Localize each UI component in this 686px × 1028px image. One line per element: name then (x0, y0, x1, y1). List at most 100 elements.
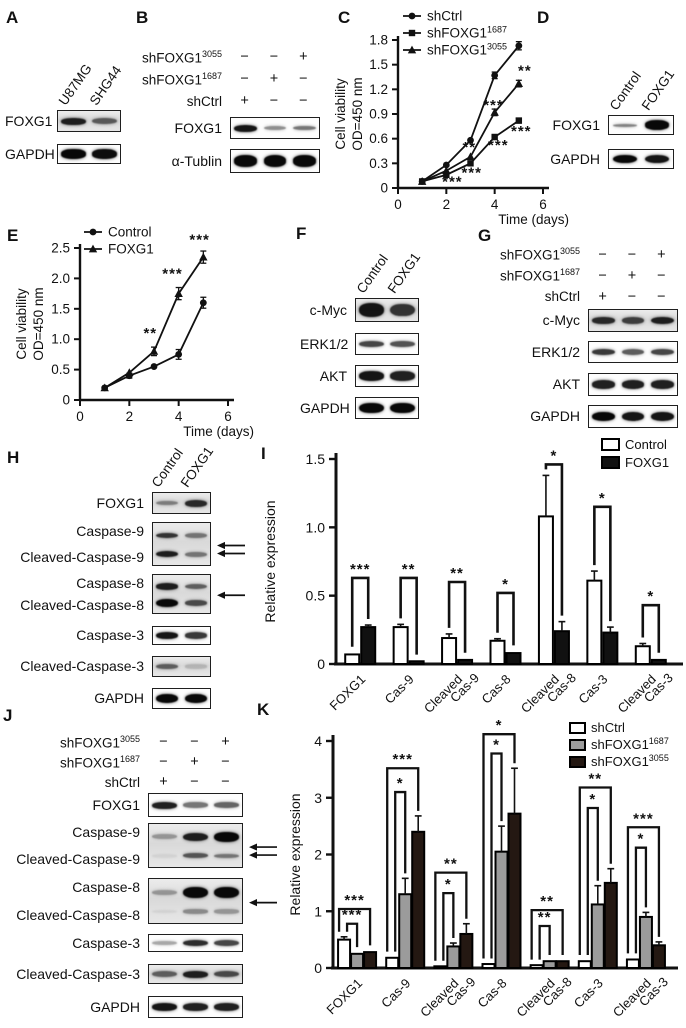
treatment-superscript: 1687 (559, 267, 580, 278)
treatment-superscript: 3055 (201, 48, 222, 59)
significance-bracket (496, 591, 515, 646)
significance-stars: * (638, 831, 645, 848)
blot-band (92, 117, 117, 125)
blot-box (148, 934, 243, 952)
blot-band (156, 664, 179, 669)
significance-bracket (386, 767, 420, 952)
marker-triangle-icon (442, 166, 451, 175)
treatment-table: shFOXG13055− − + shFOXG11687− + − shCtrl + − − (3, 732, 243, 792)
blot-band (621, 380, 645, 389)
blot-band (184, 664, 207, 669)
treatment-mark: − (657, 288, 666, 305)
marker-triangle-icon (199, 252, 208, 261)
bar (651, 944, 666, 970)
left-arrow-icon (249, 851, 257, 859)
bar (577, 960, 592, 970)
marker-square-icon (515, 117, 523, 124)
treatment-row: shFOXG11687 − + − (3, 752, 243, 772)
blot-row: Caspase-3 (7, 626, 211, 645)
blot-row: Caspase-8 Cleaved-Caspase-8 (7, 574, 245, 614)
blot-row: GAPDH (300, 397, 419, 419)
significance-stars: *** (344, 892, 365, 909)
significance-stars: *** (392, 751, 413, 768)
blot-row-label: Caspase-8 Cleaved-Caspase-8 (7, 575, 144, 613)
blot-band (152, 910, 177, 914)
significance-stars: ** (588, 771, 602, 788)
blot-box (355, 333, 419, 355)
significance-stars: *** (342, 907, 363, 924)
y-tick-label: 2.5 (51, 241, 70, 256)
treatment-mark: + (299, 49, 308, 65)
y-tick-label: 1 (314, 903, 322, 919)
significance-bracket (593, 505, 612, 622)
treatment-mark: − (269, 93, 279, 109)
blot-row: FOXG1 (5, 110, 121, 132)
significance-stars: * (496, 717, 503, 734)
panel-letter-c: C (338, 8, 351, 27)
bar (337, 938, 352, 969)
left-arrow-icon (217, 549, 225, 558)
significance-stars: *** (483, 97, 504, 114)
y-axis-label: Cell viability (14, 288, 29, 360)
blot-band (214, 939, 239, 947)
blot-band (359, 340, 384, 348)
panel-letter-h: H (7, 448, 20, 467)
blot-row: Cleaved-Caspase-3 (7, 656, 211, 677)
legend-label: FOXG1 (108, 242, 154, 257)
significance-stars: * (397, 775, 404, 792)
blot-box (152, 626, 211, 645)
treatment-label: shFOXG11687 (136, 71, 222, 88)
treatment-name: shFOXG1 (499, 247, 560, 263)
bar (408, 660, 425, 665)
y-tick-label: 1.5 (369, 57, 388, 72)
lane-labels: Control FOXG1 (607, 47, 678, 115)
treatment-label: shCtrl (450, 289, 580, 304)
legend-label: shFOXG11687 (427, 25, 507, 41)
blot-band (214, 802, 239, 808)
panel-d-western-blot: Control FOXG1 FOXG1 GAPDH (542, 47, 678, 169)
bar (590, 903, 605, 970)
significance-stars: *** (461, 164, 482, 181)
treatment-mark: + (269, 71, 279, 87)
significance-bracket (482, 733, 516, 959)
significance-stars: * (647, 588, 654, 605)
blot-box (230, 117, 320, 139)
significance-stars: ** (462, 139, 476, 156)
treatment-label: shCtrl (3, 775, 140, 790)
marker-circle-icon (408, 12, 416, 20)
treatment-label: shFOXG13055 (3, 734, 140, 751)
significance-stars: * (445, 876, 452, 893)
bar (529, 964, 544, 970)
y-tick-label: 0.3 (369, 156, 388, 171)
legend-label: shFOXG13055 (591, 753, 669, 769)
bar (457, 658, 474, 665)
bar (481, 963, 496, 969)
bar (360, 626, 377, 666)
treatment-label: shFOXG13055 (450, 246, 580, 263)
blot-box (152, 492, 211, 514)
significance-bracket (626, 826, 661, 954)
blot-band (592, 317, 616, 324)
bar (537, 515, 554, 666)
blot-row: GAPDH (7, 688, 211, 709)
blot-label: Caspase-9 (72, 824, 140, 840)
significance-bracket (538, 924, 551, 960)
marker-triangle-icon (417, 177, 427, 185)
treatment-marks: − + − (230, 71, 318, 87)
blot-row: GAPDH (5, 144, 121, 164)
panel-h-western-blot: Control FOXG1 FOXG1 Caspase-9 Cleaved-Caspas… (7, 420, 245, 709)
blot-box (588, 309, 678, 332)
blot-band (263, 125, 287, 131)
marker-triangle-icon (100, 383, 109, 392)
blot-row: GAPDH (450, 405, 678, 428)
blot-row-label: GAPDH (94, 690, 144, 707)
blot-band (156, 583, 179, 590)
bar (634, 645, 651, 666)
panel-letter-g: G (478, 226, 492, 245)
lane-labels: Control FOXG1 (353, 228, 423, 298)
significance-stars: *** (442, 173, 463, 190)
significance-stars: ** (402, 561, 416, 578)
x-tick-label: 0 (76, 409, 84, 424)
blot-row: Caspase-8 Cleaved-Caspase-8 (3, 878, 277, 924)
